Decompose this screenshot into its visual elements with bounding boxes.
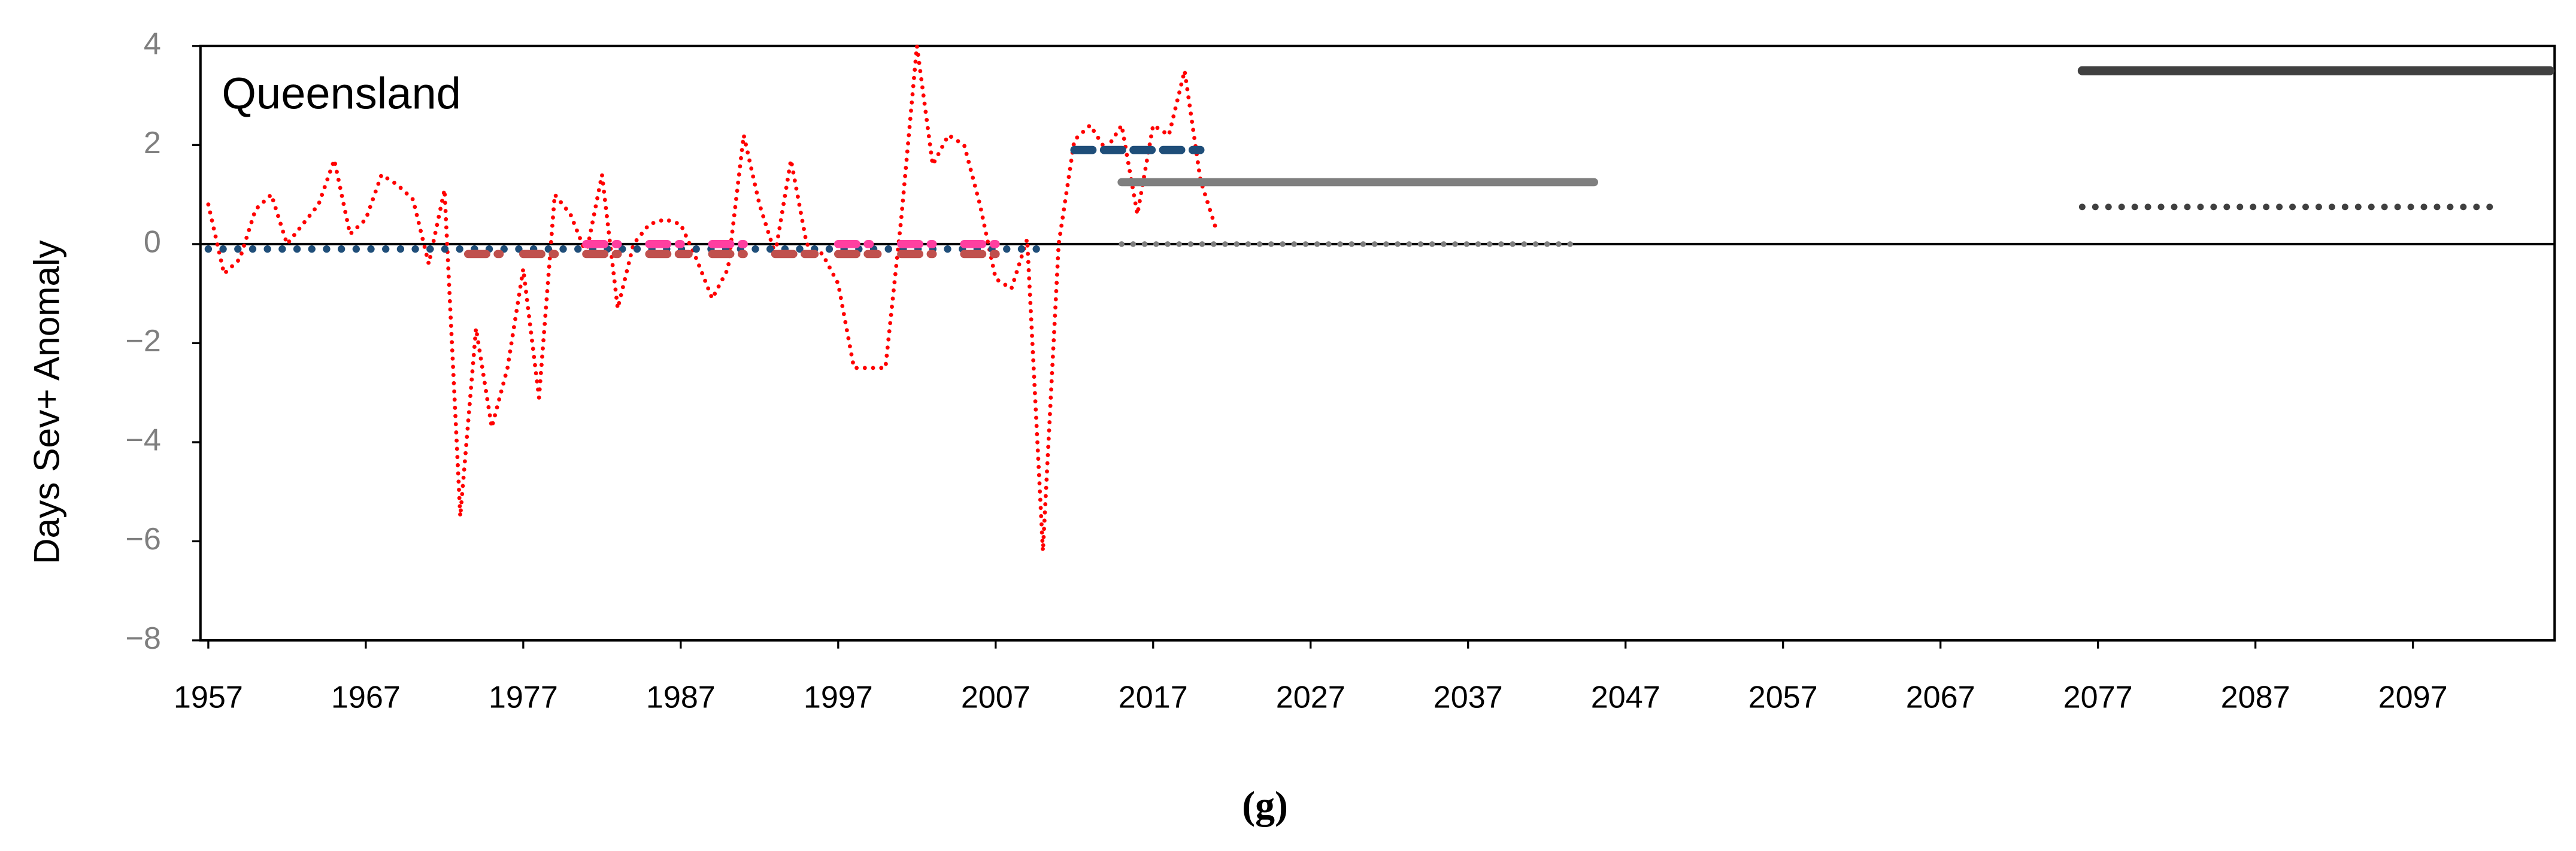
y-tick-label: −4 [125, 423, 160, 458]
x-tick-label: 2067 [1906, 680, 1975, 715]
x-tick-label: 1997 [804, 680, 873, 715]
y-tick-label: −8 [125, 621, 160, 656]
y-tick-label: 2 [144, 126, 161, 160]
x-tick-label: 2097 [2378, 680, 2448, 715]
x-tick-label: 2057 [1748, 680, 1818, 715]
y-tick-label: 0 [144, 225, 161, 260]
x-tick-label: 2037 [1434, 680, 1503, 715]
y-tick-label: −2 [125, 324, 160, 358]
y-tick-label: 4 [144, 27, 161, 62]
y-axis-label: Days Sev+ Anomaly [26, 240, 66, 565]
annotation: Queensland [222, 68, 460, 118]
x-tick-label: 2047 [1591, 680, 1660, 715]
x-tick-label: 1987 [646, 680, 716, 715]
caption: (g) [1242, 784, 1288, 828]
x-tick-label: 2077 [2063, 680, 2133, 715]
x-tick-label: 2027 [1276, 680, 1345, 715]
x-tick-label: 1977 [489, 680, 558, 715]
series-line [206, 44, 1219, 554]
x-tick-label: 2017 [1119, 680, 1188, 715]
x-tick-label: 2087 [2221, 680, 2290, 715]
x-tick-label: 2007 [961, 680, 1031, 715]
y-tick-label: −6 [125, 522, 160, 557]
x-tick-label: 1967 [331, 680, 401, 715]
x-tick-label: 1957 [174, 680, 243, 715]
plot-area [199, 44, 2556, 642]
